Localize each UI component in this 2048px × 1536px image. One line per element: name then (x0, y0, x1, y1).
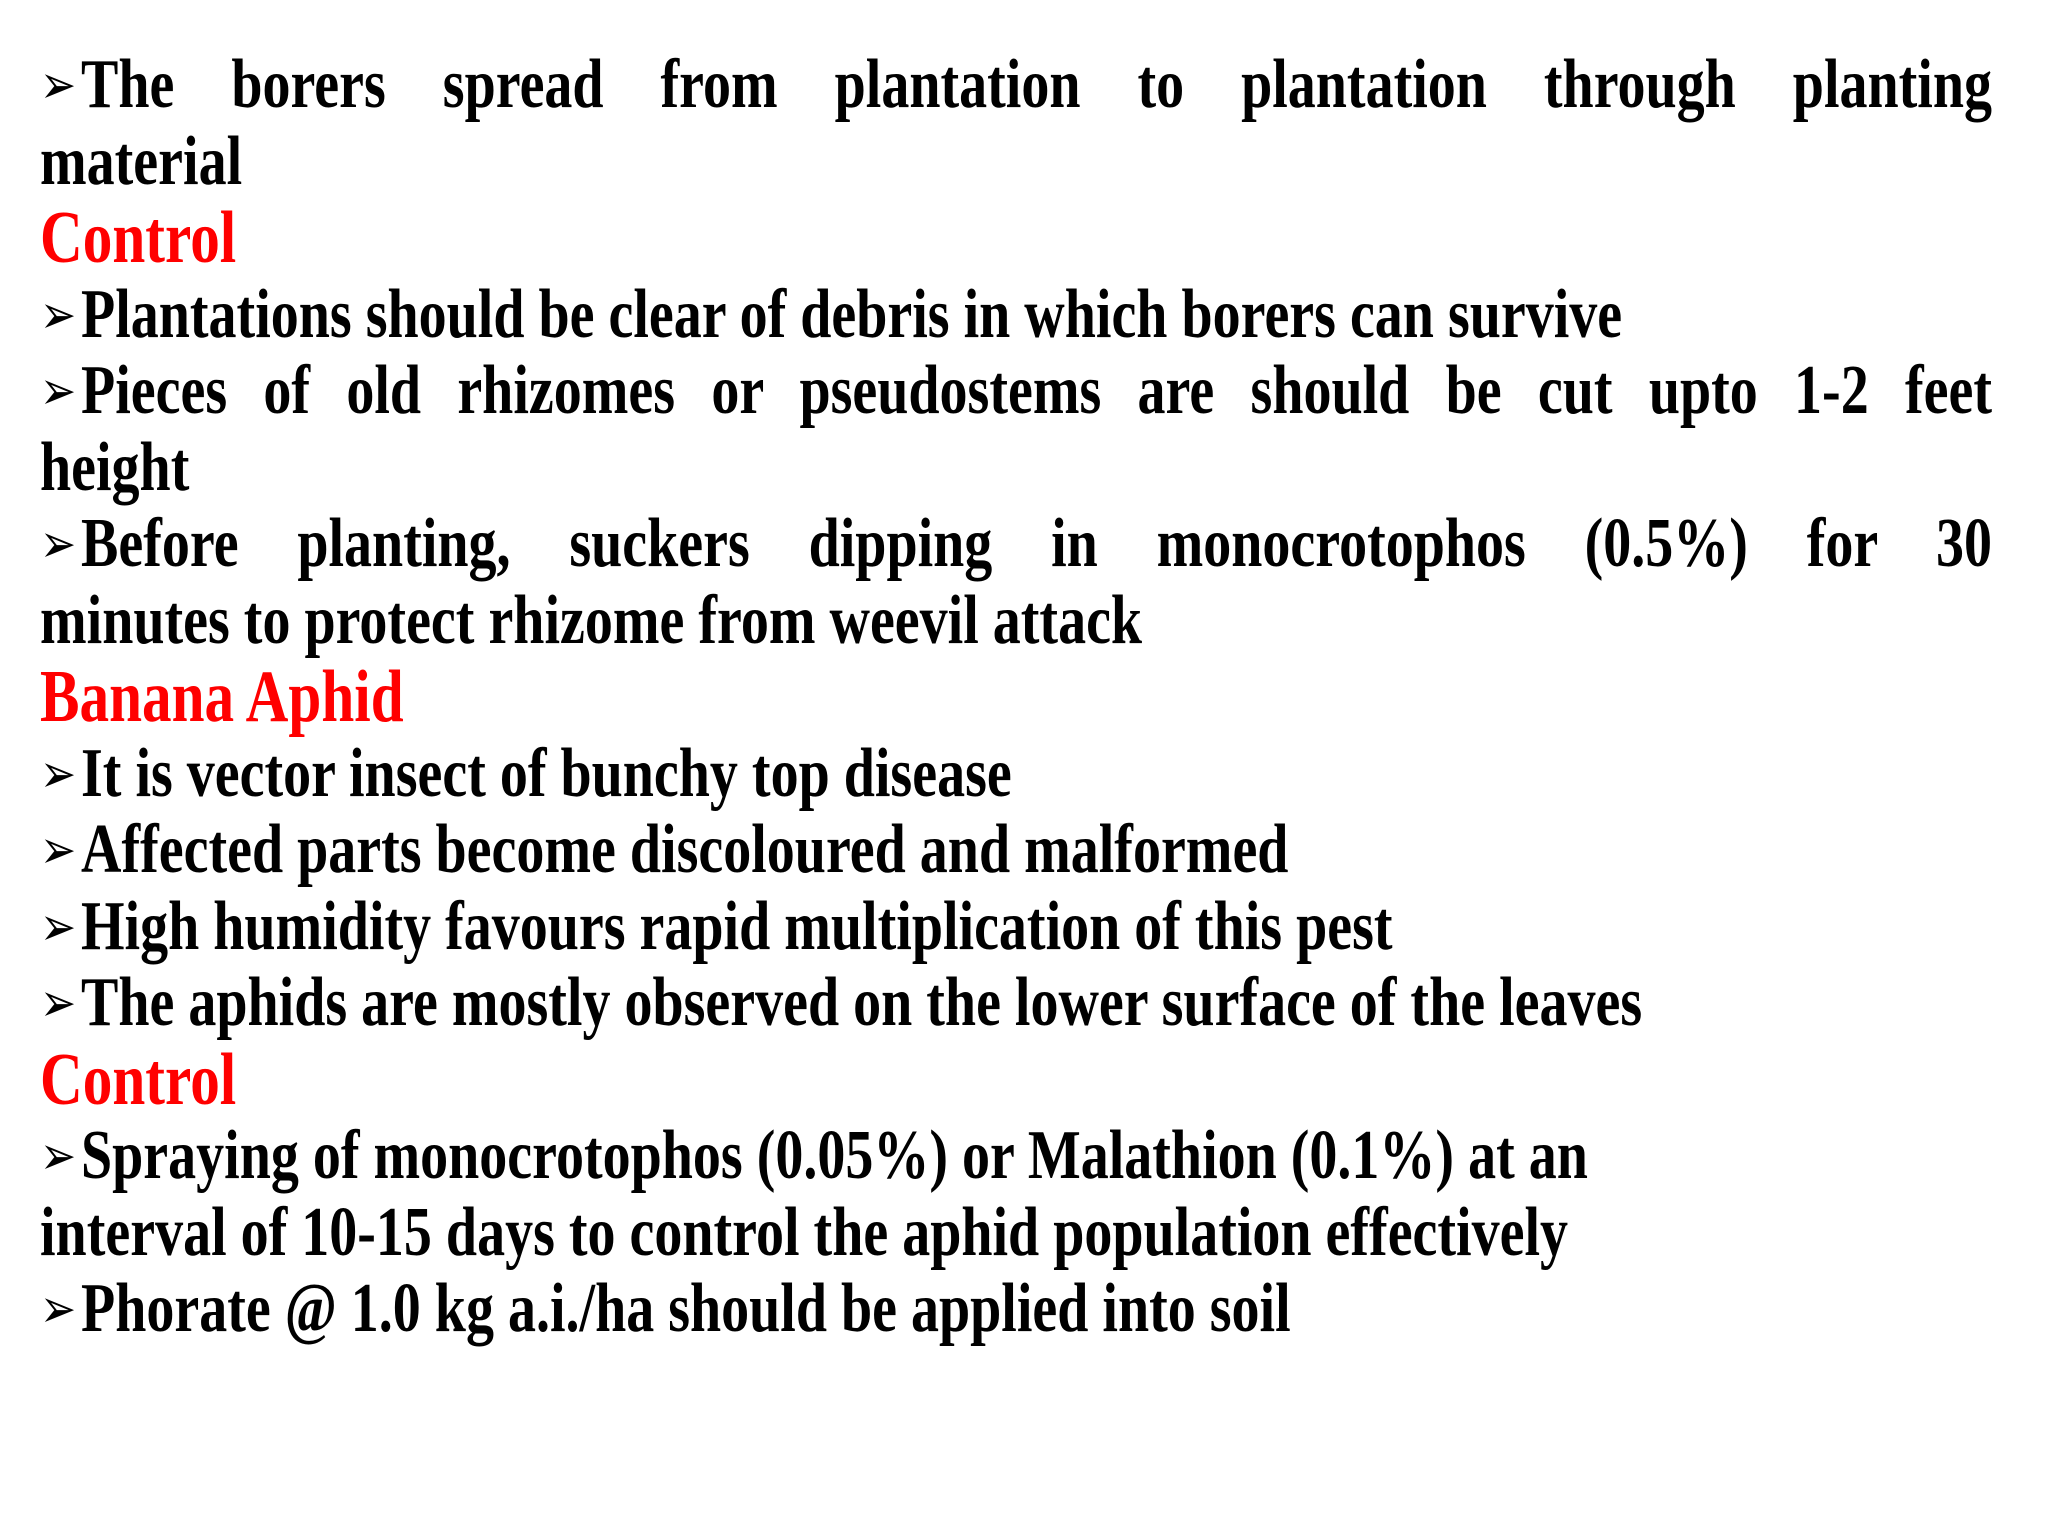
arrow-bullet-icon (40, 353, 76, 430)
bullet-high-humidity: High humidity favours rapid multiplicati… (40, 887, 1992, 966)
bullet-text: The borers spread from plantation to pla… (81, 46, 1992, 123)
bullet-text: Before planting, suckers dipping in mono… (81, 505, 1992, 582)
bullet-text: Pieces of old rhizomes or pseudostems ar… (81, 352, 1992, 429)
bullet-text: Affected parts become discoloured and ma… (81, 811, 1289, 888)
arrow-bullet-icon (40, 889, 76, 966)
section-heading-banana-aphid: Banana Aphid (40, 656, 404, 738)
bullet-spraying: Spraying of monocrotophos (0.05%) or Mal… (40, 1117, 1992, 1271)
bullet-before-planting: Before planting, suckers dipping in mono… (40, 505, 1992, 659)
arrow-bullet-icon (40, 1271, 76, 1348)
arrow-bullet-icon (40, 47, 76, 124)
bullet-text: High humidity favours rapid multiplicati… (81, 887, 1393, 965)
bullet-borers-spread: The borers spread from plantation to pla… (40, 46, 1992, 200)
section-heading-control-2: Control (40, 1038, 237, 1121)
bullet-aphids-observed: The aphids are mostly observed on the lo… (40, 964, 1992, 1042)
bullet-text: height (40, 428, 190, 506)
bullet-vector-insect: It is vector insect of bunchy top diseas… (40, 734, 1992, 813)
arrow-bullet-icon (40, 812, 76, 889)
bullet-plantations-clear: Plantations should be clear of debris in… (40, 275, 1992, 354)
bullet-text: It is vector insect of bunchy top diseas… (81, 734, 1012, 812)
bullet-text: Phorate @ 1.0 kg a.i./ha should be appli… (81, 1270, 1291, 1347)
bullet-text: Spraying of monocrotophos (0.05%) or Mal… (81, 1117, 1588, 1194)
bullet-text: interval of 10-15 days to control the ap… (40, 1193, 1569, 1271)
arrow-bullet-icon (40, 736, 76, 813)
bullet-text: minutes to protect rhizome from weevil a… (40, 581, 1143, 659)
bullet-text: material (40, 122, 243, 200)
section-heading-control: Control (40, 197, 237, 279)
bullet-pieces-rhizomes: Pieces of old rhizomes or pseudostems ar… (40, 352, 1992, 506)
bullet-phorate: Phorate @ 1.0 kg a.i./ha should be appli… (40, 1270, 1992, 1348)
arrow-bullet-icon (40, 965, 76, 1042)
bullet-text: The aphids are mostly observed on the lo… (81, 964, 1643, 1041)
bullet-text: Plantations should be clear of debris in… (81, 275, 1623, 353)
arrow-bullet-icon (40, 506, 76, 583)
slide-content: The borers spread from plantation to pla… (40, 46, 1992, 1348)
bullet-affected-parts: Affected parts become discoloured and ma… (40, 811, 1992, 889)
arrow-bullet-icon (40, 1118, 76, 1195)
arrow-bullet-icon (40, 277, 76, 354)
